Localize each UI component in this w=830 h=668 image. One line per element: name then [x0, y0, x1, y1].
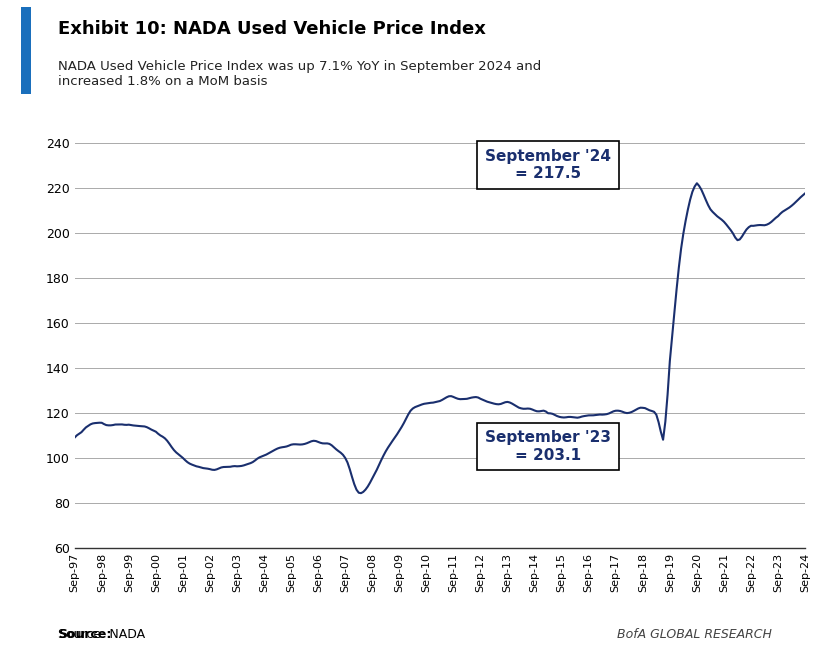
Text: BofA GLOBAL RESEARCH: BofA GLOBAL RESEARCH: [617, 629, 772, 641]
Text: NADA Used Vehicle Price Index was up 7.1% YoY in September 2024 and
increased 1.: NADA Used Vehicle Price Index was up 7.1…: [58, 60, 541, 88]
Text: Exhibit 10: NADA Used Vehicle Price Index: Exhibit 10: NADA Used Vehicle Price Inde…: [58, 20, 486, 38]
Text: Source: NADA: Source: NADA: [58, 629, 145, 641]
Text: September '24
= 217.5: September '24 = 217.5: [485, 149, 611, 182]
Text: Source:: Source:: [58, 629, 111, 641]
Text: September '23
= 203.1: September '23 = 203.1: [485, 430, 611, 463]
